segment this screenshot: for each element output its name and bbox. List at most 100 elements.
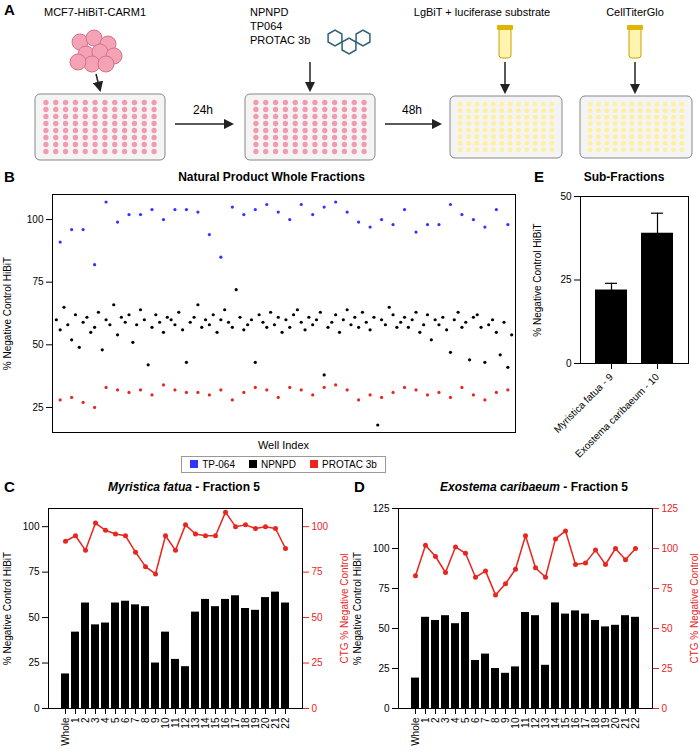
svg-text:Exostema caribaeum - 10: Exostema caribaeum - 10 bbox=[573, 371, 662, 460]
svg-text:11: 11 bbox=[519, 717, 531, 728]
svg-text:15: 15 bbox=[559, 717, 571, 729]
svg-text:25: 25 bbox=[662, 663, 674, 674]
svg-text:CellTiterGlo: CellTiterGlo bbox=[606, 6, 664, 18]
svg-text:Myristica fatua - 9: Myristica fatua - 9 bbox=[551, 371, 616, 435]
svg-text:100: 100 bbox=[23, 521, 40, 532]
svg-text:13: 13 bbox=[189, 717, 201, 729]
svg-text:10: 10 bbox=[159, 717, 171, 729]
svg-text:100: 100 bbox=[662, 543, 679, 554]
svg-text:LgBiT + luciferase substrate: LgBiT + luciferase substrate bbox=[414, 6, 550, 18]
svg-text:50: 50 bbox=[662, 623, 674, 634]
svg-text:3: 3 bbox=[439, 717, 451, 724]
svg-text:16: 16 bbox=[219, 717, 231, 729]
html-text:D: D bbox=[354, 478, 365, 495]
svg-text:2: 2 bbox=[429, 717, 441, 724]
svg-text:75: 75 bbox=[662, 583, 674, 594]
svg-text:24h: 24h bbox=[193, 103, 213, 117]
svg-text:PROTAC 3b: PROTAC 3b bbox=[250, 34, 310, 46]
svg-text:CTG % Negative Control: CTG % Negative Control bbox=[689, 553, 700, 663]
svg-text:19: 19 bbox=[249, 717, 261, 729]
svg-text:9: 9 bbox=[149, 717, 161, 724]
svg-text:0: 0 bbox=[662, 703, 668, 714]
svg-text:75: 75 bbox=[28, 566, 40, 577]
svg-text:50: 50 bbox=[32, 339, 44, 350]
svg-text:100: 100 bbox=[312, 521, 329, 532]
svg-text:48h: 48h bbox=[402, 103, 422, 117]
svg-text:25: 25 bbox=[560, 274, 572, 285]
svg-text:NPNPD: NPNPD bbox=[250, 6, 289, 18]
svg-text:4: 4 bbox=[99, 717, 111, 724]
svg-text:25: 25 bbox=[378, 663, 390, 674]
svg-text:14: 14 bbox=[549, 717, 561, 729]
svg-text:22: 22 bbox=[280, 717, 291, 729]
svg-text:% Negative Control HiBiT: % Negative Control HiBiT bbox=[2, 257, 13, 370]
svg-text:TP064: TP064 bbox=[250, 20, 282, 32]
svg-text:4: 4 bbox=[449, 717, 461, 724]
svg-text:25: 25 bbox=[28, 657, 40, 668]
svg-text:MCF7-HiBiT-CARM1: MCF7-HiBiT-CARM1 bbox=[44, 6, 146, 18]
svg-text:75: 75 bbox=[32, 276, 44, 287]
svg-text:6: 6 bbox=[119, 717, 131, 724]
svg-text:75: 75 bbox=[378, 583, 390, 594]
svg-text:18: 18 bbox=[589, 717, 601, 729]
svg-text:0: 0 bbox=[312, 703, 318, 714]
svg-text:17: 17 bbox=[229, 717, 241, 729]
svg-text:CTG % Negative Control: CTG % Negative Control bbox=[339, 553, 350, 663]
html-text:Myristica fatua - Fraction 5: Myristica fatua - Fraction 5 bbox=[108, 480, 260, 494]
svg-text:% Negative Control HiBiT: % Negative Control HiBiT bbox=[352, 552, 363, 665]
svg-text:Whole: Whole bbox=[409, 717, 421, 746]
html-text:Sub-Fractions: Sub-Fractions bbox=[583, 170, 665, 184]
svg-text:125: 125 bbox=[373, 503, 390, 514]
svg-text:15: 15 bbox=[209, 717, 221, 729]
html-text:Natural Product Whole Fraction: Natural Product Whole Fractions bbox=[178, 170, 365, 184]
svg-text:100: 100 bbox=[27, 214, 44, 225]
svg-text:Whole: Whole bbox=[59, 717, 71, 746]
html-text:Well Index: Well Index bbox=[257, 439, 310, 451]
svg-text:13: 13 bbox=[539, 717, 551, 729]
svg-text:12: 12 bbox=[179, 717, 191, 729]
svg-text:20: 20 bbox=[259, 717, 271, 729]
svg-text:0: 0 bbox=[384, 703, 390, 714]
svg-text:21: 21 bbox=[619, 717, 631, 729]
svg-text:5: 5 bbox=[459, 717, 471, 724]
svg-text:25: 25 bbox=[312, 657, 324, 668]
svg-text:1: 1 bbox=[419, 717, 431, 724]
svg-text:18: 18 bbox=[239, 717, 251, 729]
svg-text:0: 0 bbox=[566, 358, 572, 369]
svg-text:2: 2 bbox=[79, 717, 91, 724]
svg-text:100: 100 bbox=[373, 543, 390, 554]
svg-text:17: 17 bbox=[579, 717, 591, 729]
html-text:B: B bbox=[4, 168, 15, 185]
svg-text:75: 75 bbox=[312, 566, 324, 577]
html-text:Exostema caribaeum - Fraction: Exostema caribaeum - Fraction 5 bbox=[440, 480, 628, 494]
svg-text:50: 50 bbox=[560, 191, 572, 202]
svg-text:3: 3 bbox=[89, 717, 101, 724]
svg-text:12: 12 bbox=[529, 717, 541, 729]
svg-text:A: A bbox=[4, 1, 15, 18]
html-text:E: E bbox=[534, 168, 544, 185]
svg-text:21: 21 bbox=[269, 717, 281, 729]
svg-text:50: 50 bbox=[312, 612, 324, 623]
svg-text:8: 8 bbox=[139, 717, 151, 724]
svg-text:% Negative Control HiBiT: % Negative Control HiBiT bbox=[2, 552, 13, 665]
svg-text:7: 7 bbox=[129, 717, 141, 724]
svg-text:10: 10 bbox=[509, 717, 521, 729]
html-text:PROTAC 3b: PROTAC 3b bbox=[322, 458, 377, 470]
svg-text:5: 5 bbox=[109, 717, 121, 724]
svg-text:14: 14 bbox=[199, 717, 211, 729]
svg-text:0: 0 bbox=[34, 703, 40, 714]
svg-text:125: 125 bbox=[662, 503, 679, 514]
svg-text:22: 22 bbox=[630, 717, 641, 729]
html-text:NPNPD: NPNPD bbox=[261, 458, 296, 470]
svg-text:50: 50 bbox=[378, 623, 390, 634]
svg-text:19: 19 bbox=[599, 717, 611, 729]
html-text:TP-064: TP-064 bbox=[202, 458, 235, 470]
svg-text:11: 11 bbox=[169, 717, 181, 728]
svg-text:25: 25 bbox=[32, 402, 44, 413]
svg-text:20: 20 bbox=[609, 717, 621, 729]
svg-text:50: 50 bbox=[28, 612, 40, 623]
html-text:C: C bbox=[4, 478, 15, 495]
svg-text:% Negative Control HiBiT: % Negative Control HiBiT bbox=[532, 223, 543, 336]
svg-text:16: 16 bbox=[569, 717, 581, 729]
svg-text:1: 1 bbox=[69, 717, 81, 724]
